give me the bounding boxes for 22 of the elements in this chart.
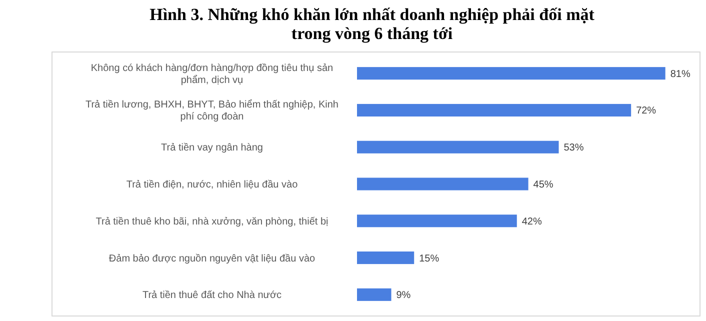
y-tick-label: Trả tiền điện, nước, nhiên liệu đầu vào — [126, 180, 298, 190]
bar — [357, 214, 517, 228]
y-tick-label: Trả tiền lương, BHXH, BHYT, Bảo hiểm thất nghiệp, Kinh phí công đoàn — [85, 98, 339, 123]
data-label: 15% — [419, 253, 440, 264]
y-tick-label: Đảm bảo được nguồn nguyên vật liệu đầu vào — [108, 253, 316, 264]
bar — [357, 178, 528, 190]
data-label: 45% — [533, 180, 554, 190]
y-tick-label: Trả tiền thuê đất cho Nhà nước — [142, 290, 282, 302]
data-label: 72% — [636, 106, 656, 117]
bar — [357, 67, 666, 80]
bar — [357, 140, 559, 154]
data-label: 9% — [396, 290, 411, 302]
data-label: 42% — [522, 216, 542, 228]
y-tick-label: Trả tiền vay ngân hàng — [161, 142, 263, 154]
data-label: 81% — [670, 68, 690, 80]
bar — [357, 252, 414, 264]
y-tick-label: Trả tiền thuê kho bãi, nhà xưởng, văn phòng, thiết bị — [96, 216, 328, 228]
data-label: 53% — [564, 142, 584, 154]
y-tick-label: Không có khách hàng/đơn hàng/hợp đồng tiêu thụ sản phẩm, dịch vụ — [90, 62, 334, 86]
bar — [357, 104, 632, 116]
chart-title: Hình 3. Những khó khăn lớn nhất doanh nghiệp phải đối mặt trong vòng 6 tháng tới — [150, 5, 595, 43]
bar — [357, 288, 392, 301]
